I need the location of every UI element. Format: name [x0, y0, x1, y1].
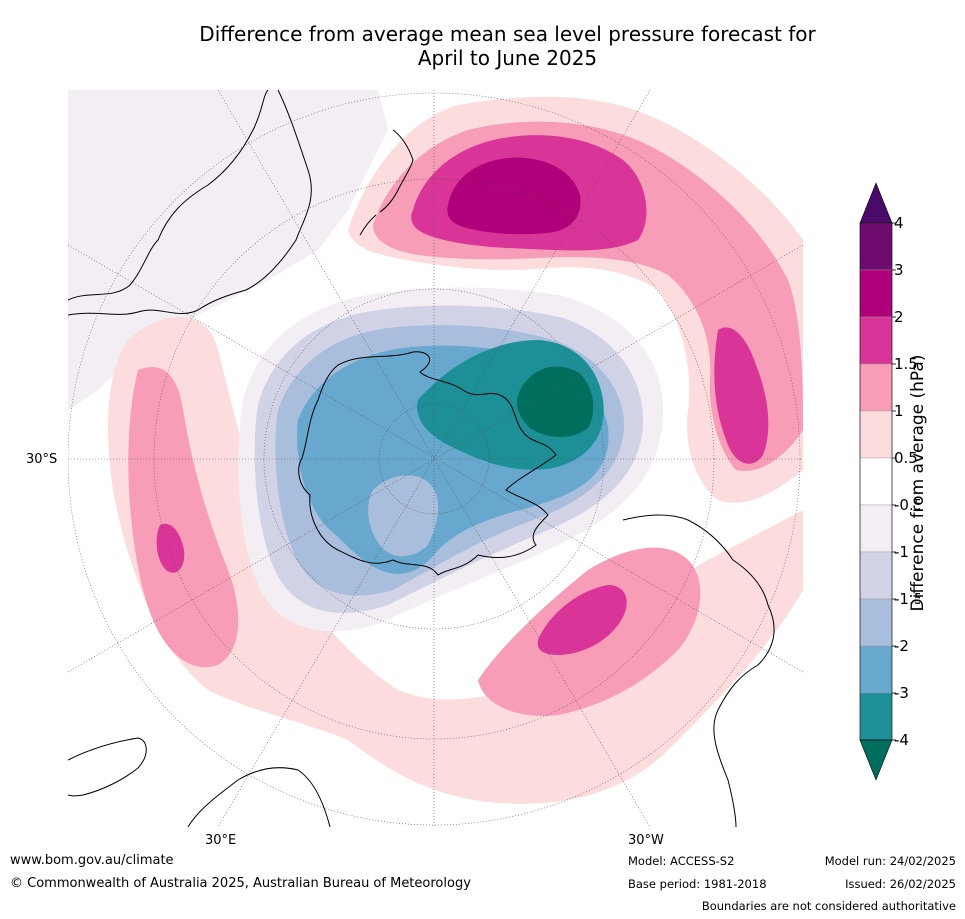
- axis-label-30e: 30°E: [205, 833, 237, 848]
- contour-region-indian-high: [156, 523, 185, 573]
- axis-label-30w: 30°W: [628, 833, 664, 848]
- contour-region-pacific-peak: [447, 157, 581, 235]
- colorbar-tick-label: -2: [894, 637, 909, 655]
- contour-region-indian-medium: [128, 366, 239, 668]
- axis-label-30s: 30°S: [26, 452, 58, 467]
- footer-model: Model: ACCESS-S2: [628, 854, 735, 868]
- colorbar-tick-label: -1: [894, 543, 909, 561]
- colorbar-tick-label: -1.5: [894, 590, 920, 608]
- map-title-line1: Difference from average mean sea level p…: [199, 22, 816, 46]
- south-america-coastline: [622, 514, 775, 827]
- colorbar-tick-label: 0.5: [894, 449, 918, 467]
- africa-coastline: [187, 767, 331, 827]
- colorbar-segment: [859, 457, 893, 506]
- colorbar-segment: [859, 316, 893, 365]
- contour-region-polar-light-patch: [368, 475, 439, 557]
- madagascar-coastline: [68, 737, 147, 797]
- footer-copyright: © Commonwealth of Australia 2025, Austra…: [10, 876, 471, 891]
- colorbar-segment: [859, 504, 893, 553]
- colorbar-label: Difference from average (hPa): [908, 354, 928, 612]
- footer-website: www.bom.gov.au/climate: [10, 853, 174, 868]
- colorbar: 4 3 2 1.5 1 0.5 -0.5 -1 -1.5 -2 -3 -4: [859, 182, 920, 781]
- new-zealand-coastline: [359, 129, 414, 236]
- footer-disclaimer: Boundaries are not considered authoritat…: [701, 899, 956, 913]
- footer-model-run: Model run: 24/02/2025: [824, 854, 956, 868]
- colorbar-over-triangle: [859, 182, 893, 224]
- colorbar-segment: [859, 363, 893, 412]
- contour-region-atlantic-high: [537, 585, 627, 655]
- antarctica-coastline: [298, 351, 557, 576]
- colorbar-segment: [859, 692, 893, 741]
- colorbar-tick-label: 1: [894, 402, 904, 420]
- colorbar-outline: [859, 222, 893, 741]
- map-title-line2: April to June 2025: [417, 46, 598, 70]
- colorbar-segment: [859, 645, 893, 694]
- colorbar-segment: [859, 598, 893, 647]
- contour-region-polar-peak: [517, 366, 594, 437]
- australia-coastline: [68, 90, 312, 316]
- colorbar-tick-label: -3: [894, 684, 909, 702]
- graticule: [68, 90, 803, 827]
- colorbar-tick-label: -0.5: [894, 496, 920, 514]
- colorbar-segment: [859, 269, 893, 318]
- footer-issued: Issued: 26/02/2025: [845, 877, 956, 891]
- colorbar-tick-label: -4: [894, 731, 909, 749]
- colorbar-tick-label: 4: [894, 214, 904, 232]
- colorbar-tick-label: 3: [894, 261, 904, 279]
- colorbar-segment: [859, 410, 893, 459]
- footer-base-period: Base period: 1981-2018: [628, 877, 767, 891]
- colorbar-tick-label: 1.5: [894, 355, 918, 373]
- pressure-anomaly-map: [68, 90, 803, 827]
- contour-region-east-pacific-high: [714, 327, 769, 464]
- colorbar-segment: [859, 551, 893, 600]
- colorbar-under-triangle: [859, 739, 893, 781]
- colorbar-segment: [859, 222, 893, 271]
- colorbar-tick-label: 2: [894, 308, 904, 326]
- map-title: Difference from average mean sea level p…: [80, 22, 935, 70]
